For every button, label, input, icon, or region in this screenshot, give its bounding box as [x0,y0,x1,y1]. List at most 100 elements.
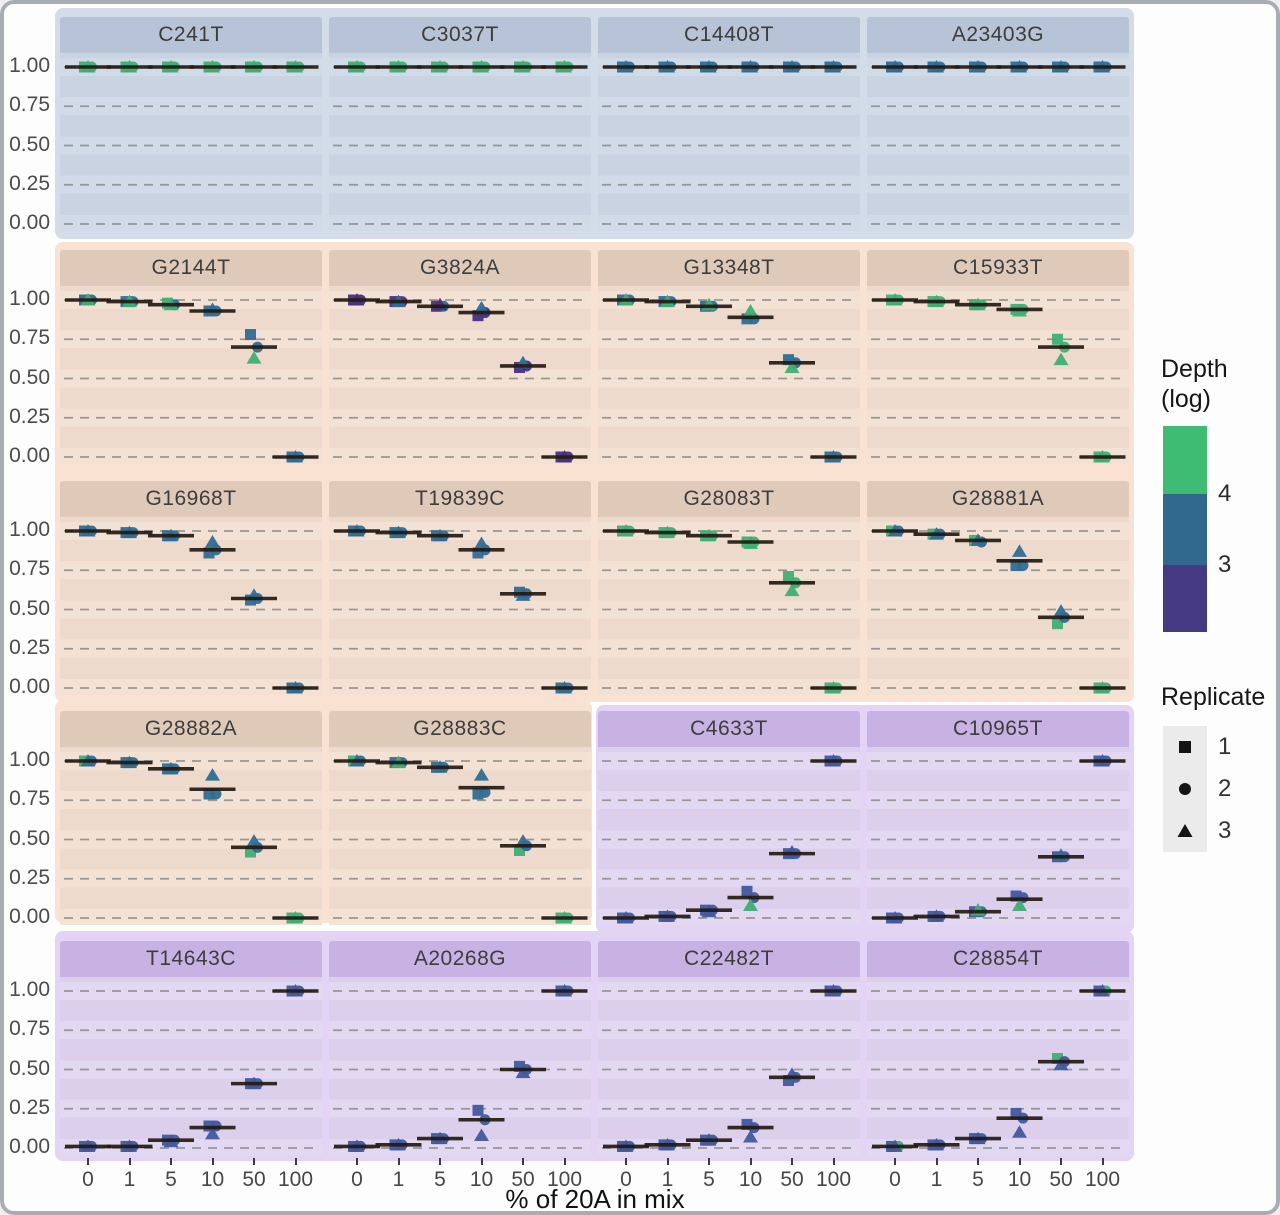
replicate-legend-title: Replicate [1161,683,1266,711]
data-point-square-rep1 [245,846,256,858]
circle-icon [1179,783,1191,795]
data-point-square-rep1 [783,1074,794,1086]
depth-legend-title: Depth (log) [1161,354,1228,414]
data-point-triangle-rep3 [1012,544,1027,557]
data-point-circle-rep2 [1017,560,1029,572]
facet-title-C10965T: C10965T [953,717,1043,740]
facet-panel-C241T [60,53,322,231]
x-tick-label: 5 [434,1168,446,1191]
facet-plot-A20268G [333,984,588,1152]
facet-plot-C10965T [871,754,1126,924]
facet-title-C14408T: C14408T [684,23,774,46]
replicate-key-3 [1163,810,1207,852]
facet-plot-G13348T [602,293,857,463]
x-tick-label: 50 [242,1168,266,1191]
facet-title-strip: A23403G [867,17,1129,53]
y-tick-label: 0.75 [9,557,50,581]
facet-title-C4633T: C4633T [690,717,768,740]
y-tick-label: 1.00 [9,287,50,310]
y-tick-label: 0.25 [9,1095,50,1119]
data-point-square-rep1 [741,885,753,897]
facet-plot-G16968T [64,524,319,694]
x-tick-label: 1 [930,1168,943,1191]
x-tick-mark [128,1158,131,1165]
facet-plot-C3037T [333,60,588,225]
data-point-triangle-rep3 [1012,1125,1027,1138]
x-tick-label: 10 [738,1168,763,1191]
facet-title-T14643C: T14643C [146,947,236,970]
facet-title-strip: C241T [60,17,322,53]
data-point-triangle-rep3 [474,768,489,781]
facet-panel-C15933T [867,286,1129,464]
facet-title-strip: C10965T [867,711,1129,747]
facet-title-strip: G28882A [60,711,322,747]
facet-plot-C22482T [602,984,857,1152]
replicate-label-3: 3 [1218,817,1232,844]
x-tick-label: 10 [1007,1168,1032,1191]
x-tick-label: 50 [511,1168,535,1191]
x-tick-label: 0 [889,1168,901,1191]
data-point-triangle-rep3 [205,1126,220,1140]
depth-tick-4: 4 [1218,480,1232,507]
facet-panel-G3824A [329,286,591,464]
y-tick-label: 0.25 [9,404,50,428]
facet-title-strip: G13348T [598,250,860,286]
facet-plot-C15933T [871,293,1126,463]
facet-title-C22482T: C22482T [684,947,774,970]
data-point-square-rep1 [1010,890,1022,902]
facet-panel-G16968T [60,517,322,695]
x-tick-label: 100 [546,1168,583,1191]
facet-plot-T19839C [333,524,588,694]
facet-plot-G2144T [64,293,319,463]
x-tick-mark [522,1158,524,1165]
facet-plot-C28854T [871,984,1126,1152]
y-tick-label: 0.25 [9,635,50,659]
facet-title-strip: G28083T [598,481,860,517]
x-tick-mark [1018,1158,1021,1165]
facet-title-strip: T19839C [329,481,591,517]
x-tick-mark [977,1158,979,1165]
data-point-triangle-rep3 [474,536,489,550]
data-point-square-rep1 [472,788,484,800]
facet-panel-G28883C [329,747,591,925]
data-point-square-rep1 [1052,333,1063,345]
depth-legend-title-line1: Depth [1161,355,1228,383]
depth-colorbar-segment-1 [1163,494,1207,565]
x-tick-mark [211,1158,214,1165]
data-point-square-rep1 [245,329,256,341]
x-tick-mark [439,1158,441,1165]
y-tick-label: 0.00 [9,211,50,234]
y-tick-label: 0.50 [9,1056,50,1080]
x-tick-mark [397,1158,400,1165]
facet-panel-C3037T [329,53,591,231]
facet-panel-G28881A [867,517,1129,695]
facet-panel-A20268G [329,977,591,1155]
y-tick-label: 0.50 [9,365,50,389]
x-tick-mark [749,1158,752,1165]
facet-title-A23403G: A23403G [951,23,1045,46]
x-tick-mark [894,1158,896,1165]
data-point-square-rep1 [203,788,215,800]
y-tick-label: 1.00 [9,748,50,771]
facet-panel-C14408T [598,53,860,231]
data-point-triangle-rep3 [515,1065,531,1079]
facet-title-C3037T: C3037T [421,23,499,46]
x-tick-mark [625,1158,627,1165]
data-point-triangle-rep3 [1053,352,1069,366]
y-tick-label: 0.25 [9,865,50,889]
y-tick-label: 0.50 [9,596,50,620]
x-tick-mark [791,1158,793,1165]
data-point-triangle-rep3 [515,834,531,847]
data-point-square-rep1 [472,1104,484,1116]
y-tick-label: 0.75 [9,93,50,117]
data-point-circle-rep2 [479,786,491,798]
facet-title-strip: C28854T [867,941,1129,977]
data-point-triangle-rep3 [474,1128,489,1141]
data-point-triangle-rep3 [1053,1057,1069,1071]
facet-plot-G28083T [602,524,857,694]
facet-title-strip: T14643C [60,941,322,977]
facet-title-strip: G2144T [60,250,322,286]
x-tick-mark [935,1158,938,1165]
facet-title-strip: C4633T [598,711,860,747]
data-point-triangle-rep3 [1053,604,1069,617]
